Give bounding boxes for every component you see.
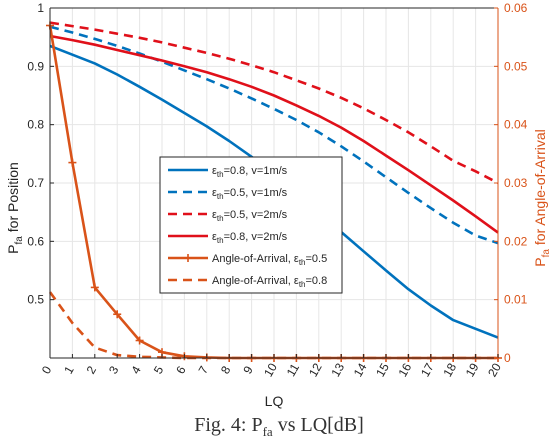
x-tick-label: 2 [84, 363, 100, 376]
x-tick-label: 1 [61, 363, 77, 376]
right-y-tick-label: 0.02 [504, 234, 528, 248]
x-tick-label: 18 [440, 360, 459, 379]
legend-epsilon: ε [294, 275, 299, 287]
x-tick-label: 5 [151, 363, 167, 376]
legend-text-after: , v=2m/s [245, 209, 287, 221]
legend-eps-value: =0.8 [224, 231, 246, 243]
legend-eps-value: =0.5 [306, 253, 328, 265]
x-tick-label: 15 [373, 360, 392, 379]
x-tick-label: 13 [328, 360, 347, 379]
legend-label: εth=0.8, v=2m/s [212, 231, 288, 245]
x-tick-label: 16 [396, 360, 415, 379]
x-tick-label: 7 [196, 363, 212, 376]
right-y-tick-label: 0.06 [504, 1, 528, 15]
x-tick-label: 8 [218, 363, 234, 376]
caption-fig-label: Fig. 4: [194, 414, 247, 436]
series-marker [90, 283, 99, 292]
x-tick-label: 14 [351, 360, 370, 379]
legend-box [159, 156, 343, 294]
series-line-4 [49, 34, 499, 234]
legend-eps-value: =0.5 [224, 209, 246, 221]
legend-th-sub: th [217, 170, 224, 179]
left-y-tick-label: 0.6 [27, 234, 44, 248]
legend-th-sub: th [217, 214, 224, 223]
legend-label: εth=0.5, v=1m/s [212, 187, 288, 201]
left-y-tick-label: 0.8 [27, 118, 44, 132]
x-axis-label: LQ [265, 393, 284, 409]
x-tick-label: 20 [485, 360, 504, 379]
left-y-tick-label: 0.7 [27, 176, 44, 190]
x-tick-label: 10 [261, 360, 280, 379]
x-tick-label: 0 [39, 363, 55, 376]
legend-text-before: Angle-of-Arrival, [212, 275, 294, 287]
right-y-tick-label: 0.05 [504, 59, 528, 73]
series-line-2 [49, 25, 499, 245]
x-tick-label: 12 [306, 360, 325, 379]
right-y-axis-label: Pfa for Angle-of-Arrival [532, 129, 552, 267]
figure-caption: Fig. 4: Pfa vs LQ[dB] [0, 414, 558, 440]
x-tick-label: 3 [106, 363, 122, 376]
right-y-label-sub: fa [541, 249, 552, 258]
legend-epsilon: ε [212, 209, 217, 221]
right-y-label-rest: for Angle-of-Arrival [532, 129, 548, 249]
left-y-tick-label: 1 [37, 1, 44, 15]
x-tick-label: 9 [240, 363, 256, 376]
legend-text-after: , v=2m/s [245, 231, 287, 243]
left-y-label-sub: fa [14, 236, 25, 245]
right-y-tick-label: 0.01 [504, 293, 528, 307]
left-y-axis-label: Pfa for Position [5, 162, 25, 254]
x-tick-label: 4 [128, 363, 144, 376]
right-y-tick-label: 0.03 [504, 176, 528, 190]
series-marker [113, 310, 122, 319]
legend-text-before: Angle-of-Arrival, [212, 253, 294, 265]
legend-text-after: , v=1m/s [245, 187, 287, 199]
caption-p-sub: fa [262, 424, 273, 439]
legend-eps-value: =0.8 [224, 165, 246, 177]
left-y-label-rest: for Position [5, 162, 21, 236]
x-tick-label: 6 [173, 363, 189, 376]
left-y-tick-label: 0.5 [27, 293, 44, 307]
legend-epsilon: ε [212, 165, 217, 177]
legend-label: εth=0.8, v=1m/s [212, 165, 288, 179]
series-marker [68, 158, 77, 167]
legend-epsilon: ε [212, 231, 217, 243]
x-tick-label: 19 [463, 360, 482, 379]
legend-th-sub: th [217, 236, 224, 245]
legend-eps-value: =0.8 [306, 275, 328, 287]
right-y-tick-label: 0.04 [504, 118, 528, 132]
legend-th-sub: th [299, 280, 306, 289]
x-tick-label: 17 [418, 360, 437, 379]
legend-label: Angle-of-Arrival, εth=0.8 [212, 275, 327, 289]
legend-eps-value: =0.5 [224, 187, 246, 199]
legend-th-sub: th [217, 192, 224, 201]
legend-label: εth=0.5, v=2m/s [212, 209, 288, 223]
series-marker [135, 336, 144, 345]
caption-rest: vs LQ[dB] [272, 414, 364, 436]
legend-epsilon: ε [294, 253, 299, 265]
x-tick-label: 11 [284, 361, 303, 379]
right-y-tick-label: 0 [504, 351, 511, 365]
left-y-label-p: P [5, 244, 21, 253]
right-y-label-p: P [532, 257, 548, 266]
legend-epsilon: ε [212, 187, 217, 199]
left-y-tick-label: 0.9 [27, 59, 44, 73]
legend-label: Angle-of-Arrival, εth=0.5 [212, 253, 327, 267]
legend-text-after: , v=1m/s [245, 165, 287, 177]
legend-th-sub: th [299, 258, 306, 267]
caption-p: P [251, 414, 263, 436]
series-line-3 [49, 21, 499, 185]
